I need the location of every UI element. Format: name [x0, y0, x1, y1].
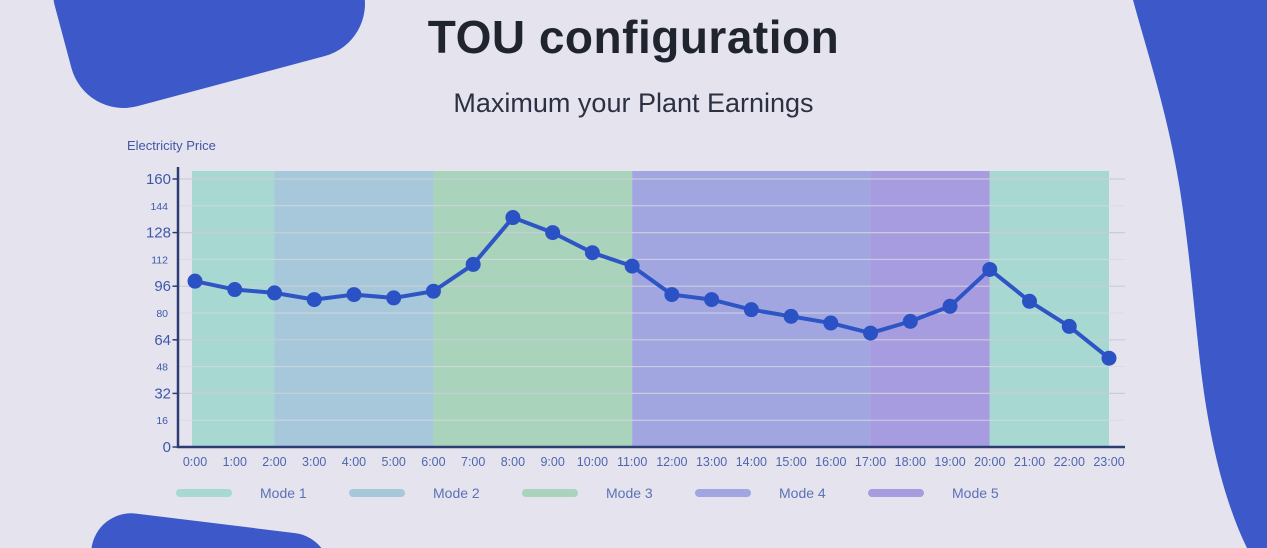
- x-axis-tick-label: 23:00: [1093, 455, 1124, 469]
- data-point: [823, 315, 839, 331]
- legend-label: Mode 1: [260, 485, 307, 501]
- y-axis-tick-label-minor: 16: [156, 415, 168, 427]
- data-point: [902, 313, 918, 329]
- legend-swatch: [868, 489, 924, 497]
- legend-label: Mode 2: [433, 485, 480, 501]
- x-axis-tick-label: 7:00: [461, 455, 485, 469]
- x-axis-tick-label: 3:00: [302, 455, 326, 469]
- x-axis-tick-label: 16:00: [815, 455, 846, 469]
- data-point: [1101, 350, 1117, 366]
- legend-label: Mode 5: [952, 485, 999, 501]
- data-point: [227, 282, 243, 298]
- page-subtitle: Maximum your Plant Earnings: [453, 88, 814, 118]
- mode-band-mode-5: [870, 171, 990, 447]
- x-axis-tick-label: 12:00: [656, 455, 687, 469]
- x-axis-tick-label: 15:00: [775, 455, 806, 469]
- data-point: [425, 283, 441, 299]
- x-axis-tick-label: 8:00: [501, 455, 525, 469]
- data-point: [266, 285, 282, 301]
- data-point: [664, 287, 680, 303]
- x-axis-tick-label: 9:00: [540, 455, 564, 469]
- data-point: [1022, 293, 1038, 309]
- data-point: [187, 273, 203, 289]
- page-title: TOU configuration: [427, 11, 840, 63]
- data-point: [783, 308, 799, 324]
- x-axis-tick-label: 0:00: [183, 455, 207, 469]
- mode-band-mode-1: [192, 171, 275, 447]
- mode-band-mode-3: [433, 171, 633, 447]
- x-axis-tick-label: 22:00: [1054, 455, 1085, 469]
- data-point: [704, 292, 720, 308]
- mode-band-mode-1: [989, 171, 1109, 447]
- x-axis-tick-label: 14:00: [736, 455, 767, 469]
- y-axis-title: Electricity Price: [127, 138, 216, 153]
- data-point: [624, 258, 640, 274]
- legend-swatch: [695, 489, 751, 497]
- chart-legend: Mode 1 Mode 2 Mode 3 Mode 4 Mode 5: [0, 484, 1267, 508]
- data-point: [584, 245, 600, 261]
- legend-swatch: [522, 489, 578, 497]
- data-point: [1061, 318, 1077, 334]
- mode-band-mode-2: [274, 171, 434, 447]
- data-point: [306, 292, 322, 308]
- y-axis-tick-label-minor: 80: [156, 308, 168, 320]
- x-axis-tick-label: 2:00: [262, 455, 286, 469]
- x-axis-tick-label: 11:00: [617, 455, 647, 469]
- y-axis-tick-label: 32: [154, 385, 171, 402]
- x-axis-tick-label: 13:00: [696, 455, 727, 469]
- x-axis-tick-label: 4:00: [342, 455, 366, 469]
- x-axis-tick-label: 1:00: [223, 455, 247, 469]
- x-axis-tick-label: 19:00: [934, 455, 965, 469]
- y-axis-tick-label: 128: [146, 225, 171, 242]
- y-axis-tick-label-minor: 112: [151, 254, 168, 266]
- y-axis-tick-label: 160: [146, 171, 171, 188]
- x-axis-tick-label: 5:00: [382, 455, 406, 469]
- x-axis-tick-label: 10:00: [577, 455, 608, 469]
- y-axis-tick-label: 96: [154, 278, 171, 295]
- y-axis-tick-label-minor: 144: [150, 201, 168, 213]
- legend-swatch: [349, 489, 405, 497]
- data-point: [505, 210, 521, 226]
- data-point: [743, 302, 759, 318]
- x-axis-tick-label: 21:00: [1014, 455, 1045, 469]
- y-axis-tick-label: 64: [154, 332, 171, 349]
- legend-label: Mode 4: [779, 485, 826, 501]
- legend-swatch: [176, 489, 232, 497]
- legend-label: Mode 3: [606, 485, 653, 501]
- x-axis-tick-label: 18:00: [895, 455, 926, 469]
- x-axis-tick-label: 20:00: [974, 455, 1005, 469]
- data-point: [386, 290, 402, 306]
- y-axis-tick-label-minor: 48: [156, 362, 168, 374]
- y-axis-tick-label: 0: [163, 439, 171, 456]
- data-point: [982, 261, 998, 277]
- data-point: [545, 225, 561, 241]
- data-point: [863, 325, 879, 341]
- data-point: [465, 256, 481, 272]
- data-point: [346, 287, 362, 303]
- data-point: [942, 298, 958, 314]
- x-axis-tick-label: 6:00: [421, 455, 445, 469]
- x-axis-tick-label: 17:00: [855, 455, 886, 469]
